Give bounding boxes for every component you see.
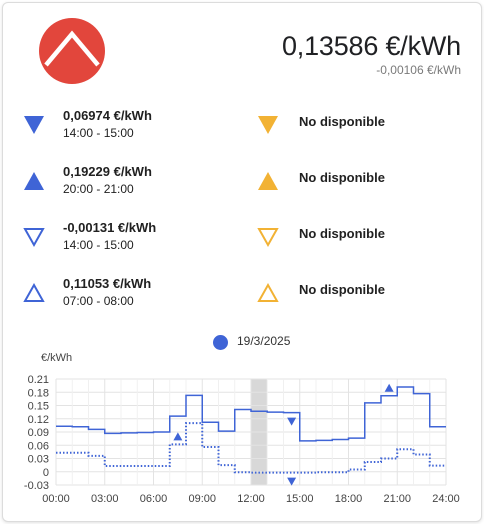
unavailable-row: No disponible (257, 276, 457, 316)
unavailable-label: No disponible (299, 170, 385, 185)
unavailable-row: No disponible (257, 108, 457, 148)
triangle-up-filled-yellow-icon (257, 170, 279, 192)
x-tick-label: 12:00 (237, 493, 265, 505)
min-marker-icon (287, 478, 296, 486)
stat-time: 14:00 - 15:00 (63, 238, 134, 252)
x-tick-label: 18:00 (335, 493, 363, 505)
brand-logo-icon (39, 18, 105, 84)
y-tick-label: 0.03 (28, 454, 49, 466)
stat-value: 0,11053 €/kWh (63, 276, 151, 291)
min-marker-icon (287, 418, 296, 426)
x-tick-label: 09:00 (188, 493, 216, 505)
x-tick-label: 00:00 (42, 493, 70, 505)
unavailable-row: No disponible (257, 164, 457, 204)
y-tick-label: 0.06 (28, 440, 49, 452)
unavailable-label: No disponible (299, 282, 385, 297)
current-price: 0,13586 €/kWh (282, 31, 461, 62)
triangle-up-filled-blue-icon (23, 170, 45, 192)
triangle-down-filled-blue-icon (23, 114, 45, 136)
triangle-down-filled-yellow-icon (257, 114, 279, 136)
x-tick-label: 03:00 (91, 493, 119, 505)
stat-time: 07:00 - 08:00 (63, 294, 134, 308)
y-tick-label: 0.18 (28, 387, 49, 399)
x-tick-label: 15:00 (286, 493, 314, 505)
y-tick-label: 0.09 (28, 427, 49, 439)
stat-row-min-price: 0,06974 €/kWh 14:00 - 15:00 (23, 108, 223, 148)
triangle-up-outline-blue-icon (23, 282, 45, 304)
triangle-down-outline-yellow-icon (257, 226, 279, 248)
y-tick-label: 0.15 (28, 401, 49, 413)
y-tick-label: 0.21 (28, 374, 49, 386)
stat-time: 20:00 - 21:00 (63, 182, 134, 196)
unavailable-label: No disponible (299, 114, 385, 129)
stat-row-max-injection: 0,11053 €/kWh 07:00 - 08:00 (23, 276, 223, 316)
legend-dot-icon (213, 335, 228, 350)
stat-value: -0,00131 €/kWh (63, 220, 156, 235)
stat-row-max-price: 0,19229 €/kWh 20:00 - 21:00 (23, 164, 223, 204)
triangle-up-outline-yellow-icon (257, 282, 279, 304)
price-delta: -0,00106 €/kWh (376, 63, 461, 77)
x-tick-label: 21:00 (383, 493, 411, 505)
stat-row-min-injection: -0,00131 €/kWh 14:00 - 15:00 (23, 220, 223, 260)
x-tick-label: 24:00 (432, 493, 460, 505)
stat-value: 0,19229 €/kWh (63, 164, 152, 179)
legend-label: 19/3/2025 (237, 334, 290, 348)
triangle-down-outline-blue-icon (23, 226, 45, 248)
y-tick-label: -0.03 (24, 480, 49, 492)
y-tick-label: 0 (43, 467, 49, 479)
max-marker-icon (385, 384, 394, 392)
max-marker-icon (173, 432, 182, 440)
unavailable-row: No disponible (257, 220, 457, 260)
stat-time: 14:00 - 15:00 (63, 126, 134, 140)
x-tick-label: 06:00 (140, 493, 168, 505)
stat-value: 0,06974 €/kWh (63, 108, 152, 123)
unavailable-label: No disponible (299, 226, 385, 241)
y-tick-label: 0.12 (28, 414, 49, 426)
